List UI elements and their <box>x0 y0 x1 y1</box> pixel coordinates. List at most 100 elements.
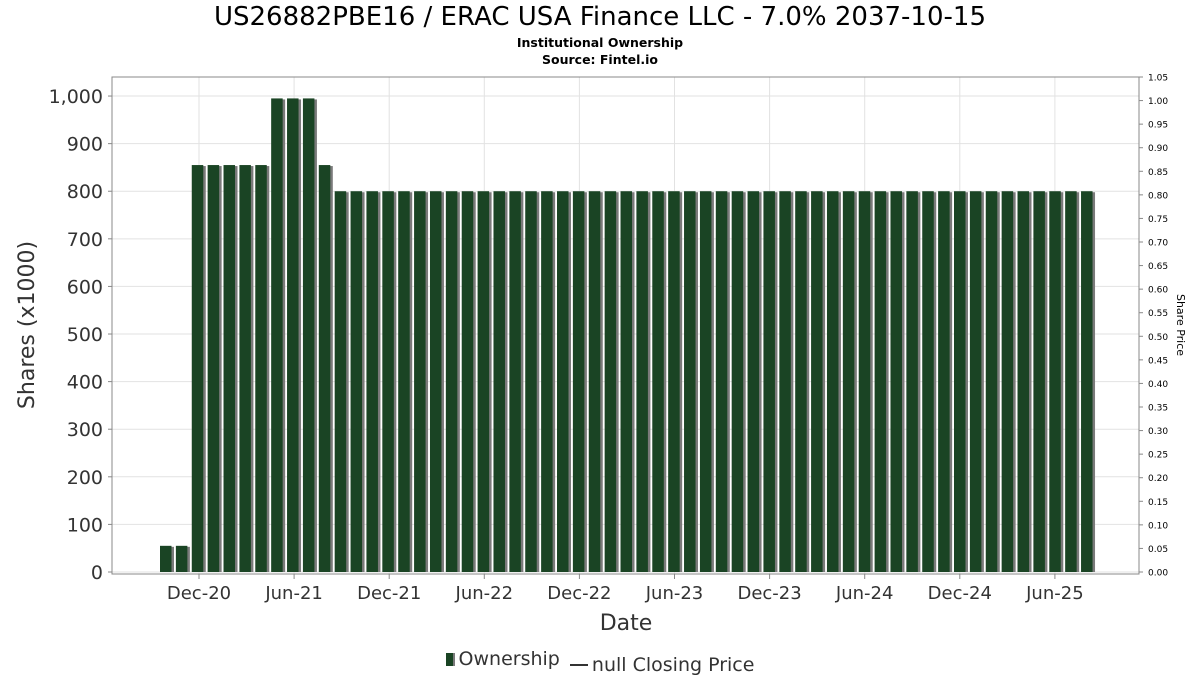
y-axis-label: Shares (x1000) <box>15 241 40 409</box>
ownership-bar <box>588 191 601 572</box>
chart-title: US26882PBE16 / ERAC USA Finance LLC - 7.… <box>213 2 986 32</box>
ownership-bar <box>763 191 775 572</box>
ownership-bar <box>684 191 696 572</box>
y-right-tick-label: 0.20 <box>1148 474 1168 484</box>
y-right-tick-label: 0.30 <box>1148 427 1168 437</box>
ownership-bar <box>1017 191 1030 572</box>
y-right-tick-label: 1.00 <box>1148 97 1168 107</box>
plot-frame <box>111 76 1140 575</box>
x-tick-label: Jun-25 <box>1025 583 1084 604</box>
x-tick-label: Dec-20 <box>167 583 231 604</box>
ownership-bar <box>541 191 553 572</box>
ownership-bar <box>715 191 728 572</box>
y-right-tick-label: 0.70 <box>1148 239 1168 249</box>
y-axis-right: 0.00 0.05 0.10 0.15 0.20 0.25 0.30 0.35 0.40 0.45… <box>1139 74 1168 579</box>
y-right-tick-label: 0.60 <box>1148 286 1168 296</box>
ownership-bar <box>1001 191 1014 572</box>
ownership-bar <box>239 165 251 572</box>
y-tick-label: 300 <box>67 419 103 441</box>
y-right-tick-label: 0.95 <box>1148 121 1168 131</box>
legend-label-ownership: Ownership <box>458 648 560 670</box>
legend-bar-swatch-icon <box>445 652 455 666</box>
ownership-bar <box>1033 191 1045 572</box>
ownership-bar <box>906 191 918 572</box>
x-axis: Dec-20 Jun-21 Dec-21 Jun-22 Dec-22 Jun-23 Dec-… <box>167 574 1084 604</box>
y-right-tick-label: 0.15 <box>1148 498 1168 508</box>
y-right-tick-label: 0.50 <box>1148 333 1168 343</box>
x-axis-label: Date <box>600 611 653 636</box>
ownership-bar <box>255 165 267 572</box>
legend: Ownership null Closing Price <box>0 648 1200 676</box>
y-tick-label: 1,000 <box>49 86 103 108</box>
ownership-bar <box>461 191 474 572</box>
legend-item-ownership: Ownership <box>445 648 560 670</box>
y-tick-label: 200 <box>67 467 103 489</box>
ownership-bar <box>493 191 505 572</box>
ownership-bar <box>890 191 902 572</box>
ownership-bar <box>731 191 744 572</box>
y-axis-left: 0 100 200 300 400 500 600 700 800 900 1,000 <box>49 86 112 584</box>
ownership-bar <box>175 545 188 572</box>
y-right-tick-label: 0.75 <box>1148 215 1168 225</box>
ownership-bar <box>858 191 871 572</box>
ownership-bar <box>302 98 315 572</box>
x-tick-label: Jun-23 <box>645 583 704 604</box>
ownership-bar <box>922 191 934 572</box>
ownership-bar <box>287 98 299 572</box>
ownership-bar <box>874 191 887 572</box>
x-tick-label: Dec-21 <box>357 583 421 604</box>
ownership-bar <box>985 191 998 572</box>
ownership-bar <box>223 165 236 572</box>
ownership-bar <box>826 191 839 572</box>
y-tick-label: 700 <box>67 229 103 251</box>
ownership-bar <box>429 191 442 572</box>
ownership-bar <box>668 191 680 572</box>
y-right-tick-label: 0.65 <box>1148 262 1168 272</box>
ownership-bar <box>1065 191 1077 572</box>
ownership-bar <box>160 545 172 572</box>
legend-line-swatch-icon <box>569 663 588 666</box>
ownership-bar <box>271 98 283 572</box>
x-tick-label: Dec-24 <box>928 583 992 604</box>
y-right-tick-label: 0.10 <box>1148 521 1168 531</box>
y-tick-label: 0 <box>91 562 103 584</box>
ownership-bar <box>525 191 537 572</box>
y-tick-label: 900 <box>67 134 103 156</box>
ownership-bar <box>350 191 363 572</box>
y-right-tick-label: 0.25 <box>1148 451 1168 461</box>
y-right-tick-label: 0.80 <box>1148 191 1168 201</box>
ownership-bar <box>604 191 617 572</box>
x-tick-label: Dec-22 <box>547 583 611 604</box>
ownership-bar <box>477 191 490 572</box>
ownership-bar <box>191 165 204 572</box>
ownership-bar <box>1081 191 1093 572</box>
ownership-bar <box>795 191 807 572</box>
ownership-bar <box>636 191 648 572</box>
ownership-bar <box>1049 191 1061 572</box>
ownership-bar <box>747 191 760 572</box>
x-tick-label: Jun-24 <box>835 583 894 604</box>
y-right-tick-label: 0.35 <box>1148 404 1168 414</box>
y-right-tick-label: 0.90 <box>1148 144 1168 154</box>
y-right-tick-label: 1.05 <box>1148 74 1168 84</box>
ownership-bar <box>414 191 426 572</box>
ownership-bar <box>969 191 982 572</box>
ownership-bar <box>572 191 585 572</box>
ownership-bar <box>557 191 569 572</box>
y-axis-right-label: Share Price <box>1174 294 1187 356</box>
ownership-bar <box>620 191 633 572</box>
ownership-bar <box>509 191 521 572</box>
ownership-bar <box>954 191 966 572</box>
ownership-bar <box>938 191 950 572</box>
ownership-bar <box>811 191 823 572</box>
y-right-tick-label: 0.00 <box>1148 569 1168 579</box>
y-tick-label: 500 <box>67 324 103 346</box>
chart-source: Source: Fintel.io <box>542 52 658 67</box>
ownership-bar <box>207 165 220 572</box>
ownership-bar <box>842 191 855 572</box>
x-tick-label: Jun-22 <box>455 583 514 604</box>
bars <box>160 98 1096 572</box>
y-right-tick-label: 0.45 <box>1148 356 1168 366</box>
ownership-bar <box>699 191 712 572</box>
